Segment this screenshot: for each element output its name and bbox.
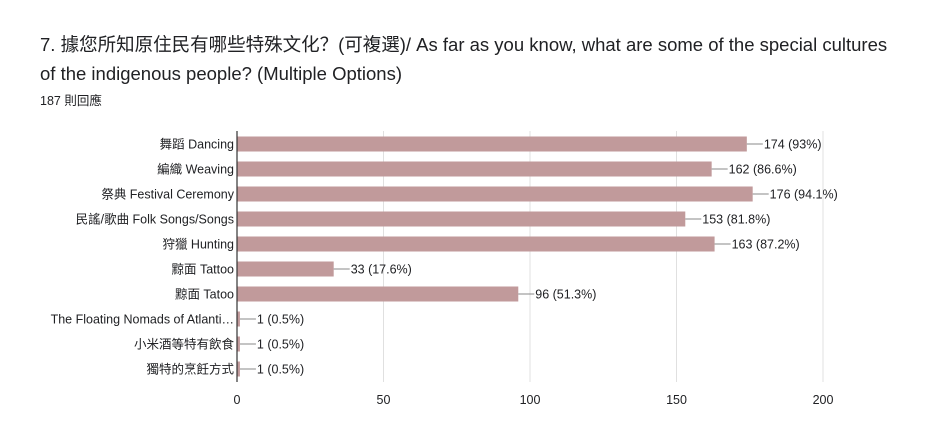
value-label: 162 (86.6%) bbox=[729, 163, 797, 177]
value-label: 1 (0.5%) bbox=[257, 363, 304, 377]
category-label: 狩獵 Hunting bbox=[162, 237, 234, 252]
category-label: 編織 Weaving bbox=[157, 162, 234, 177]
bar bbox=[237, 336, 240, 352]
x-tick-label: 150 bbox=[666, 393, 687, 407]
response-count: 187 則回應 bbox=[40, 94, 102, 108]
value-label: 163 (87.2%) bbox=[732, 238, 800, 252]
category-label: 舞蹈 Dancing bbox=[160, 138, 234, 152]
value-label: 1 (0.5%) bbox=[257, 338, 304, 352]
category-label: 黥面 Tattoo bbox=[171, 262, 234, 277]
value-label: 153 (81.8%) bbox=[702, 213, 770, 227]
category-label: 小米酒等特有飲食 bbox=[134, 337, 235, 352]
category-label: 民謠/歌曲 Folk Songs/Songs bbox=[76, 212, 234, 227]
value-label: 96 (51.3%) bbox=[535, 288, 596, 302]
bar bbox=[237, 211, 686, 227]
value-label: 174 (93%) bbox=[764, 138, 822, 152]
question-title: 7. 據您所知原住民有哪些特殊文化？(可複選)/ As far as you k… bbox=[40, 34, 888, 84]
value-label: 176 (94.1%) bbox=[770, 188, 838, 202]
x-tick-label: 50 bbox=[377, 393, 391, 407]
category-label: The Floating Nomads of Atlanti… bbox=[51, 313, 234, 327]
category-label: 祭典 Festival Ceremony bbox=[101, 188, 234, 202]
bar bbox=[237, 361, 240, 377]
bar bbox=[237, 186, 753, 202]
bar bbox=[237, 136, 747, 152]
bar bbox=[237, 161, 712, 177]
chart-bars bbox=[237, 136, 753, 377]
category-label: 黥面 Tatoo bbox=[175, 287, 234, 302]
value-label: 33 (17.6%) bbox=[351, 263, 412, 277]
bar bbox=[237, 236, 715, 252]
category-label: 獨特的烹飪方式 bbox=[146, 362, 234, 377]
x-tick-label: 100 bbox=[520, 393, 541, 407]
x-tick-label: 200 bbox=[813, 393, 834, 407]
value-label: 1 (0.5%) bbox=[257, 313, 304, 327]
bar bbox=[237, 311, 240, 327]
bar bbox=[237, 261, 334, 277]
bar bbox=[237, 286, 519, 302]
chart-labels: 0 50 100 150 200 舞蹈 Dancing 174 (93%) 編織 Weavin… bbox=[51, 138, 838, 408]
x-tick-label: 0 bbox=[234, 393, 241, 407]
